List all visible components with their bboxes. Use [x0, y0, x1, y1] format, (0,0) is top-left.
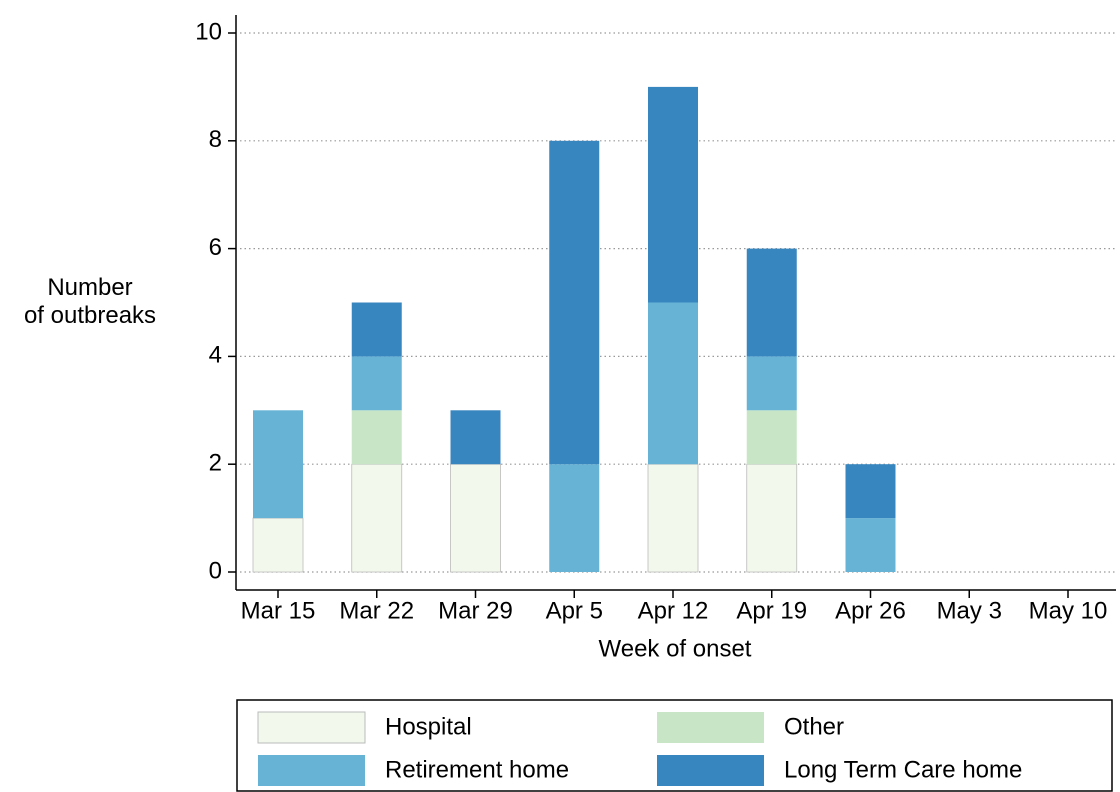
y-tick-label: 10 — [195, 18, 222, 45]
legend-swatch — [657, 712, 764, 743]
bar-segment — [746, 410, 797, 465]
x-tick-label: Apr 12 — [638, 597, 709, 624]
y-tick-label: 4 — [209, 342, 222, 369]
legend-label: Long Term Care home — [784, 756, 1022, 783]
bar-segment — [746, 356, 797, 411]
bar-segment — [845, 464, 896, 519]
bar-segment — [351, 356, 402, 411]
y-tick-label: 2 — [209, 450, 222, 477]
bar-segment — [253, 410, 303, 519]
bar-segment — [549, 140, 600, 465]
legend-label: Retirement home — [385, 756, 569, 783]
y-axis-label: Number of outbreaks — [23, 274, 157, 329]
bar-segment — [746, 248, 797, 357]
x-tick-label: Mar 29 — [438, 597, 513, 624]
x-tick-label: Apr 5 — [546, 597, 603, 624]
bar-segment — [351, 463, 403, 573]
legend-swatch — [257, 711, 366, 744]
bar-segment — [746, 463, 798, 573]
y-tick-label: 6 — [209, 234, 222, 261]
legend-box — [236, 699, 1113, 792]
x-tick-label: Apr 19 — [736, 597, 807, 624]
bar-segment — [450, 410, 501, 465]
y-tick-label: 8 — [209, 126, 222, 153]
x-tick-label: Mar 22 — [339, 597, 414, 624]
bar-segment — [648, 86, 698, 303]
legend-swatch — [657, 755, 764, 786]
x-tick-label: Mar 15 — [241, 597, 316, 624]
bar-segment — [845, 518, 896, 572]
y-tick-label: 0 — [209, 557, 222, 584]
legend-swatch — [258, 755, 365, 786]
bar-segment — [647, 463, 699, 573]
bar-segment — [351, 410, 402, 465]
legend-label: Hospital — [385, 713, 472, 740]
bar-segment — [252, 517, 304, 573]
x-tick-label: Apr 26 — [835, 597, 906, 624]
bar-segment — [351, 302, 402, 357]
bar-segment — [450, 463, 501, 573]
x-tick-label: May 10 — [1029, 597, 1108, 624]
bar-segment — [549, 464, 600, 572]
bar-segment — [648, 302, 698, 465]
x-axis-label: Week of onset — [599, 635, 752, 662]
x-tick-label: May 3 — [937, 597, 1002, 624]
legend-label: Other — [784, 713, 844, 740]
